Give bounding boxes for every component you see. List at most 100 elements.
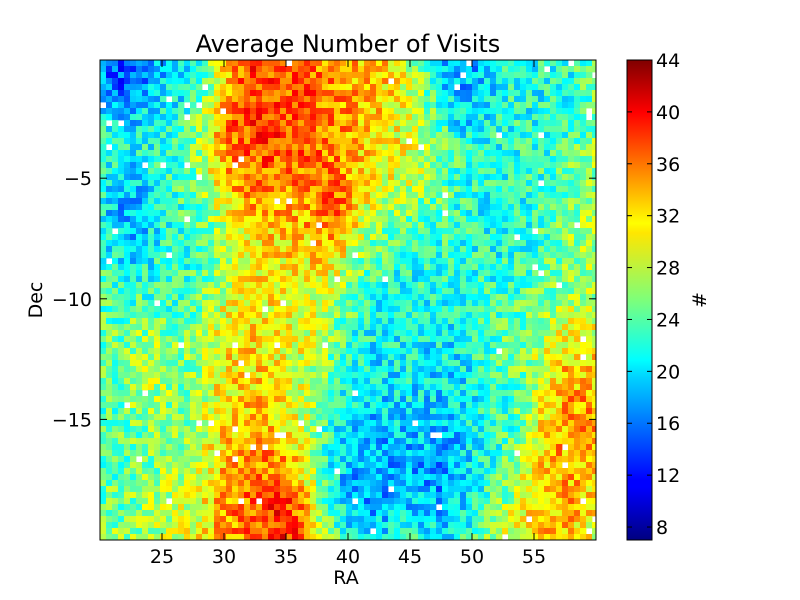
heatmap-cell	[508, 330, 515, 337]
heatmap-cell	[418, 168, 425, 175]
heatmap-cell	[178, 72, 185, 79]
heatmap-cell	[256, 240, 263, 247]
heatmap-cell	[412, 150, 419, 157]
heatmap-cell	[250, 372, 257, 379]
heatmap-cell	[322, 168, 329, 175]
heatmap-cell	[496, 378, 503, 385]
heatmap-cell	[382, 180, 389, 187]
heatmap-cell	[280, 306, 287, 313]
heatmap-cell	[226, 120, 233, 127]
heatmap-cell	[244, 384, 251, 391]
heatmap-cell	[136, 240, 143, 247]
heatmap-cell	[226, 150, 233, 157]
heatmap-cell	[394, 264, 401, 271]
heatmap-cell	[124, 342, 131, 349]
heatmap-cell	[172, 120, 179, 127]
heatmap-cell	[448, 72, 455, 79]
heatmap-cell	[508, 84, 515, 91]
heatmap-cell	[220, 222, 227, 229]
heatmap-cell	[136, 234, 143, 241]
heatmap-cell	[178, 138, 185, 145]
heatmap-cell	[250, 330, 257, 337]
heatmap-cell	[322, 360, 329, 367]
heatmap-cell	[256, 282, 263, 289]
heatmap-cell	[268, 60, 275, 67]
heatmap-cell	[580, 192, 587, 199]
heatmap-cell	[376, 168, 383, 175]
heatmap-cell	[298, 336, 305, 343]
heatmap-cell	[418, 216, 425, 223]
heatmap-cell	[220, 66, 227, 73]
heatmap-cell	[166, 258, 173, 265]
heatmap-cell	[142, 78, 149, 85]
heatmap-cell	[418, 66, 425, 73]
heatmap-cell	[400, 408, 407, 415]
heatmap-cell	[400, 144, 407, 151]
heatmap-cell	[226, 318, 233, 325]
heatmap-cell	[286, 228, 293, 235]
heatmap-cell	[256, 312, 263, 319]
heatmap-cell	[454, 384, 461, 391]
heatmap-cell	[388, 204, 395, 211]
heatmap-cell	[328, 102, 335, 109]
heatmap-cell	[340, 138, 347, 145]
heatmap-cell	[226, 336, 233, 343]
heatmap-cell	[526, 156, 533, 163]
heatmap-cell	[166, 366, 173, 373]
heatmap-cell	[526, 72, 533, 79]
heatmap-cell	[268, 300, 275, 307]
heatmap-cell	[556, 270, 563, 277]
heatmap-cell	[388, 402, 395, 409]
heatmap-cell	[148, 96, 155, 103]
heatmap-cell	[448, 384, 455, 391]
heatmap-cell	[352, 162, 359, 169]
heatmap-cell	[244, 66, 251, 73]
heatmap-cell	[352, 156, 359, 163]
heatmap-cell	[112, 240, 119, 247]
heatmap-cell	[298, 228, 305, 235]
heatmap-cell	[220, 180, 227, 187]
heatmap-cell	[208, 360, 215, 367]
heatmap-cell	[526, 324, 533, 331]
heatmap-cell	[346, 96, 353, 103]
heatmap-cell	[490, 204, 497, 211]
heatmap-cell	[382, 366, 389, 373]
heatmap-cell	[442, 330, 449, 337]
heatmap-cell	[112, 222, 119, 229]
heatmap-cell	[160, 186, 167, 193]
heatmap-cell	[238, 78, 245, 85]
heatmap-cell	[226, 102, 233, 109]
heatmap-cell	[172, 180, 179, 187]
heatmap-cell	[406, 90, 413, 97]
heatmap-cell	[238, 276, 245, 283]
heatmap-cell	[382, 66, 389, 73]
heatmap-cell	[496, 162, 503, 169]
heatmap-cell	[346, 216, 353, 223]
heatmap-cell	[388, 120, 395, 127]
heatmap-cell	[232, 114, 239, 121]
heatmap-cell	[430, 228, 437, 235]
heatmap-cell	[460, 234, 467, 241]
heatmap-cell	[388, 258, 395, 265]
heatmap-cell	[322, 132, 329, 139]
heatmap-cell	[472, 222, 479, 229]
heatmap-cell	[190, 342, 197, 349]
heatmap-cell	[472, 306, 479, 313]
heatmap-cell	[454, 210, 461, 217]
heatmap-cell	[304, 372, 311, 379]
heatmap-cell	[526, 204, 533, 211]
heatmap-cell	[172, 96, 179, 103]
heatmap-cell	[112, 102, 119, 109]
heatmap-cell	[166, 300, 173, 307]
heatmap-cell	[352, 330, 359, 337]
heatmap-cell	[592, 156, 596, 163]
heatmap-cell	[496, 276, 503, 283]
heatmap-cell	[148, 168, 155, 175]
heatmap-cell	[406, 162, 413, 169]
heatmap-cell	[298, 234, 305, 241]
heatmap-cell	[574, 282, 581, 289]
heatmap-cell	[562, 324, 569, 331]
heatmap-cell	[406, 168, 413, 175]
heatmap-cell	[424, 174, 431, 181]
heatmap-cell	[274, 252, 281, 259]
